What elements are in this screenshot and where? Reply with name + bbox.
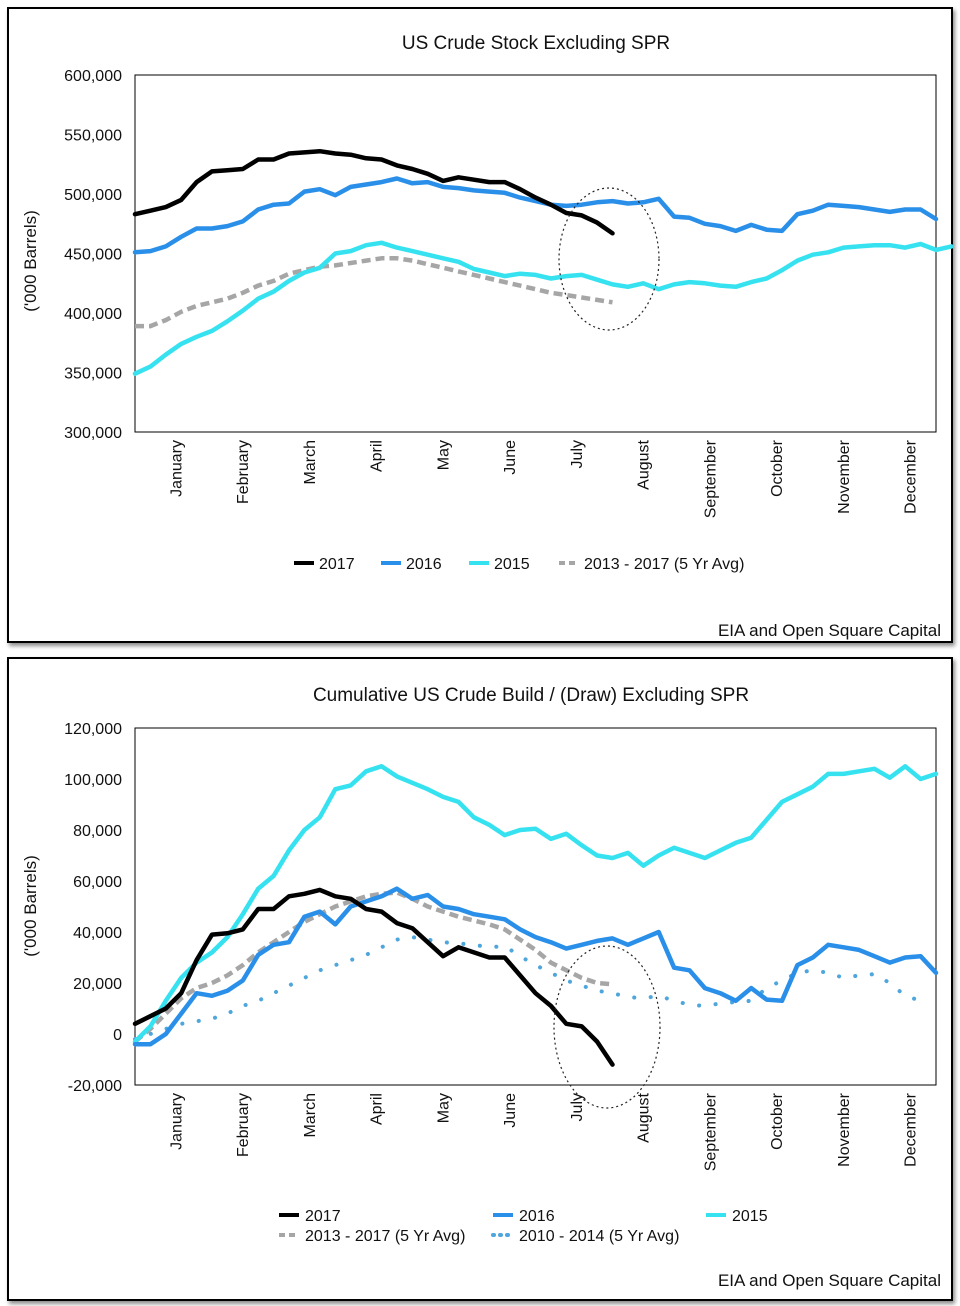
legend: 2017 2016 2015 2013 - 2017 (5 Yr Avg) [294,556,744,573]
x-tick-label-december: December [903,439,920,513]
series-line-2015 [132,240,954,376]
series-line-2017 [132,887,615,1067]
x-tick-label-march: March [302,1093,319,1137]
source-note: EIA and Open Square Capital [718,621,941,640]
y-tick-label: 400,000 [64,306,122,323]
x-tick-label-february: February [235,440,252,504]
legend-label-2015: 2015 [732,1208,768,1225]
y-tick-labels: 600,000 550,000 500,000 450,000 400,000 350,0… [64,68,122,442]
x-month-labels: January February March April May June July Augu… [168,439,919,518]
series-line-2013-2017-5-yr-avg [133,890,613,1044]
chart-title: Cumulative US Crude Build / (Draw) Exclu… [313,685,749,706]
series-line-2015 [132,764,939,1044]
y-tick-label: 550,000 [64,128,122,145]
y-tick-label: 40,000 [73,925,122,942]
y-tick-label: 350,000 [64,366,122,383]
x-tick-label-april: April [369,1093,386,1125]
x-tick-label-january: January [168,1093,185,1150]
series-lines [132,764,939,1067]
source-note: EIA and Open Square Capital [718,1271,941,1290]
legend-label-2017: 2017 [305,1208,341,1225]
x-tick-label-september: September [702,439,719,518]
x-tick-label-november: November [836,1092,853,1166]
series-lines [132,148,954,376]
x-tick-label-february: February [235,1093,252,1157]
y-tick-label: -20,000 [68,1078,122,1095]
series-line-2016 [132,886,939,1047]
y-tick-label: 20,000 [73,976,122,993]
chart-panel-cumulative-build: Cumulative US Crude Build / (Draw) Exclu… [7,657,953,1301]
legend-label-2015: 2015 [494,556,530,573]
y-axis-label: ('000 Barrels) [21,210,40,312]
legend-label-2016: 2016 [406,556,442,573]
highlight-ellipse [558,187,660,331]
cumulative-build-chart: Cumulative US Crude Build / (Draw) Exclu… [21,685,941,1290]
y-tick-labels: 120,000 100,000 80,000 60,000 40,000 20,000 0 -… [64,721,122,1095]
crude-stock-chart: US Crude Stock Excluding SPR ('000 Barre… [21,33,954,640]
x-tick-label-august: August [636,439,653,489]
highlight-ellipse [553,945,661,1109]
y-tick-label: 0 [113,1027,122,1044]
legend-label-avg-2013-2017: 2013 - 2017 (5 Yr Avg) [305,1228,465,1245]
legend-label-2016: 2016 [519,1208,555,1225]
x-tick-label-october: October [769,1092,786,1150]
y-tick-label: 80,000 [73,823,122,840]
legend-label-2017: 2017 [319,556,355,573]
y-tick-label: 600,000 [64,68,122,85]
series-line-2016 [132,176,939,255]
x-tick-label-july: July [569,440,586,468]
x-tick-label-november: November [836,439,853,513]
x-tick-label-january: January [168,440,185,497]
series-line-2010-2014-5-yr-avg [133,935,923,1042]
x-month-labels: January February March April May June July Augu… [168,1092,919,1171]
plot-area [134,727,937,1086]
legend-label-avg-2013-2017: 2013 - 2017 (5 Yr Avg) [584,556,744,573]
x-tick-label-may: May [435,440,452,470]
x-tick-label-june: June [502,1093,519,1128]
y-tick-label: 450,000 [64,247,122,264]
y-tick-label: 100,000 [64,772,122,789]
series-line-2017 [132,148,615,236]
y-tick-label: 120,000 [64,721,122,738]
series-line-2013-2017-5-yr-avg [135,256,613,329]
x-tick-label-december: December [903,1092,920,1166]
x-tick-label-september: September [702,1092,719,1171]
x-tick-label-october: October [769,439,786,497]
legend-label-avg-2010-2014: 2010 - 2014 (5 Yr Avg) [519,1228,679,1245]
chart-panel-crude-stock: US Crude Stock Excluding SPR ('000 Barre… [7,7,954,643]
x-tick-label-june: June [502,440,519,475]
legend: 2017 2016 2015 2013 - 2017 (5 Yr Avg) 20… [279,1208,768,1245]
chart-title: US Crude Stock Excluding SPR [402,33,670,54]
y-tick-label: 60,000 [73,874,122,891]
y-tick-label: 500,000 [64,187,122,204]
x-tick-label-march: March [302,440,319,484]
y-axis-label: ('000 Barrels) [21,855,40,957]
x-tick-label-august: August [636,1092,653,1142]
y-tick-label: 300,000 [64,425,122,442]
x-tick-label-may: May [435,1093,452,1123]
x-tick-label-april: April [369,440,386,472]
x-tick-label-july: July [569,1093,586,1121]
